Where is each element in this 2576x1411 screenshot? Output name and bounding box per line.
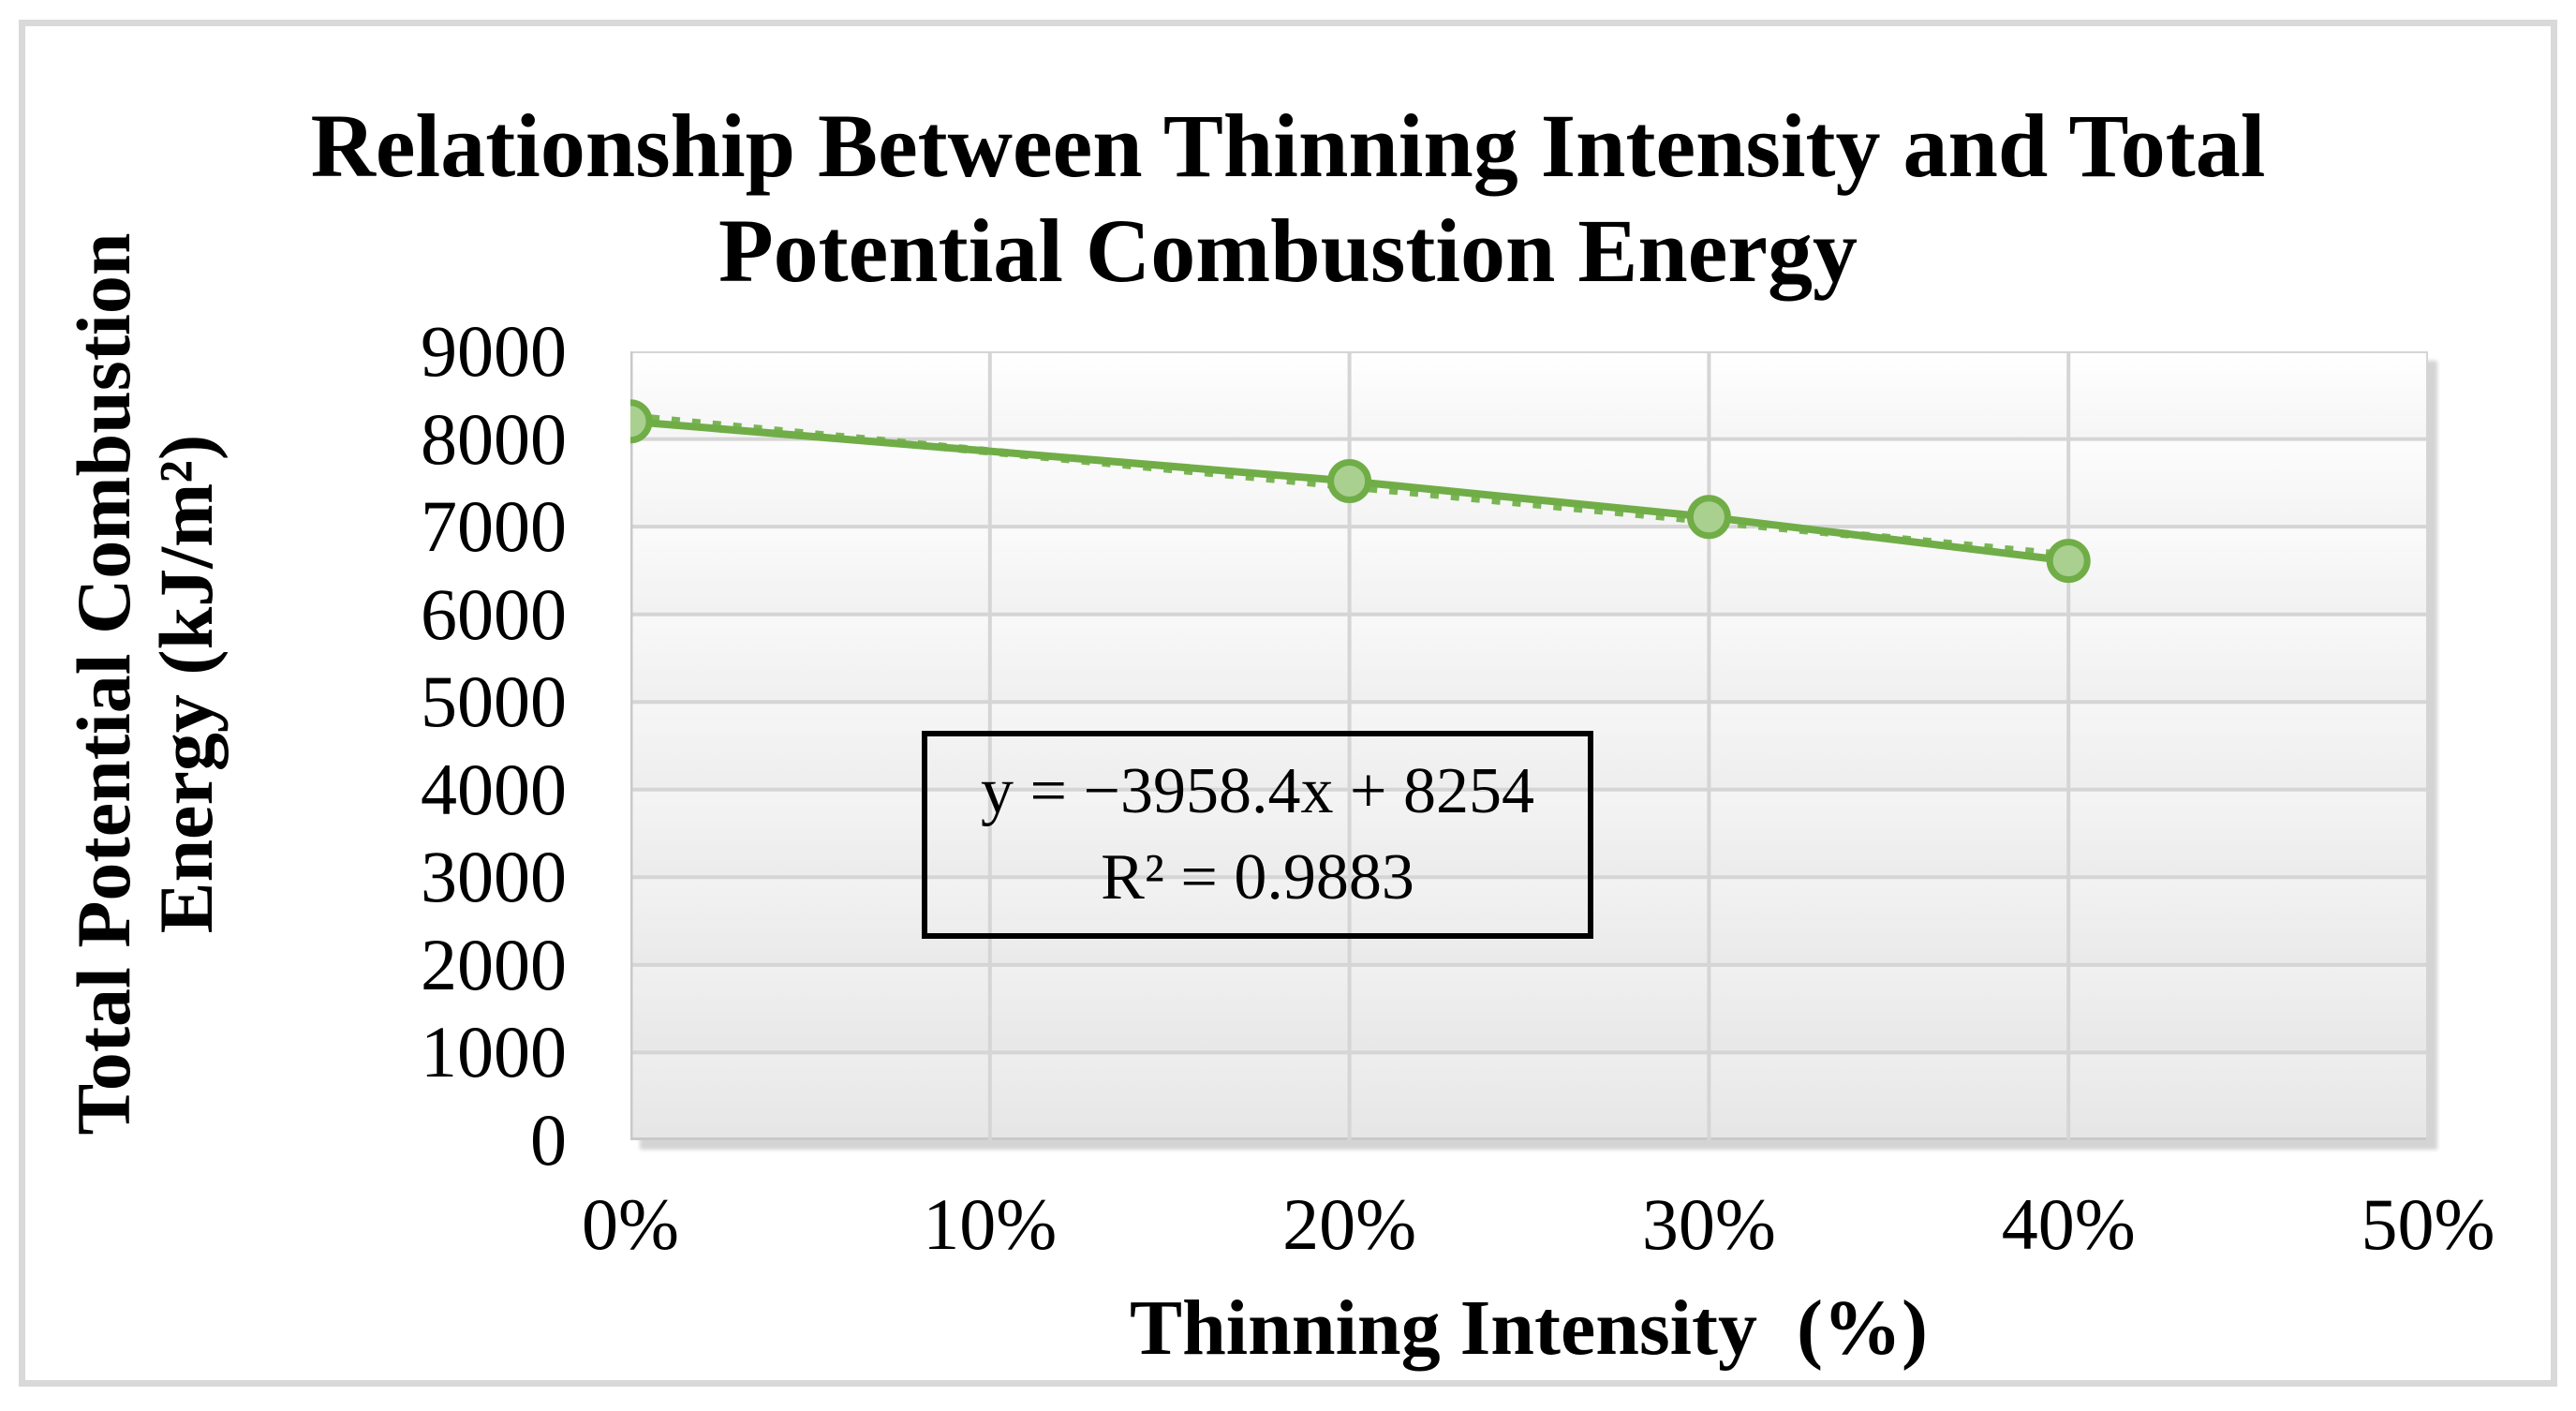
y-axis-tick-label: 3000 (421, 836, 567, 918)
y-axis-tick-label: 4000 (421, 748, 567, 830)
plot-area (630, 351, 2428, 1140)
y-axis-tick-label: 0 (530, 1099, 567, 1181)
x-axis-tick-label: 30% (1641, 1183, 1776, 1265)
data-point-marker (1327, 459, 1372, 503)
y-axis-tick-label: 9000 (421, 310, 567, 392)
x-axis-tick-label: 0% (582, 1183, 679, 1265)
chart-title-line-1: Relationship Between Thinning Intensity … (310, 96, 2266, 196)
x-axis-tick-label: 10% (923, 1183, 1058, 1265)
trendline-equation-box: y = −3958.4x + 8254 R² = 0.9883 (922, 731, 1593, 939)
y-axis-title: Total Potential Combustion Energy (kJ/m²… (61, 215, 229, 1152)
y-axis-tick-label: 2000 (421, 923, 567, 1005)
y-axis-tick-label: 6000 (421, 572, 567, 655)
chart-title: Relationship Between Thinning Intensity … (0, 94, 2576, 304)
x-axis-tick-label: 20% (1282, 1183, 1417, 1265)
r-squared-text: R² = 0.9883 (1101, 841, 1414, 913)
y-axis-tick-label: 1000 (421, 1011, 567, 1093)
x-axis-tick-label: 40% (2001, 1183, 2136, 1265)
plot-svg (630, 351, 2428, 1140)
y-axis-tick-label: 7000 (421, 485, 567, 568)
data-point-marker (1686, 495, 1731, 540)
data-point-marker (2046, 539, 2091, 584)
y-axis-tick-label: 8000 (421, 397, 567, 480)
trendline-equation-text: y = −3958.4x + 8254 (981, 755, 1534, 827)
data-point-marker (630, 399, 653, 444)
series-line (630, 417, 2073, 565)
y-axis-title-line-2: Energy (kJ/m²) (143, 434, 229, 934)
y-axis-tick-label: 5000 (421, 661, 567, 743)
y-axis-title-line-1: Total Potential Combustion (61, 232, 146, 1136)
x-axis-title: Thinning Intensity (%) (1130, 1285, 1928, 1372)
chart-title-line-2: Potential Combustion Energy (718, 201, 1858, 301)
x-axis-tick-label: 50% (2361, 1183, 2495, 1265)
